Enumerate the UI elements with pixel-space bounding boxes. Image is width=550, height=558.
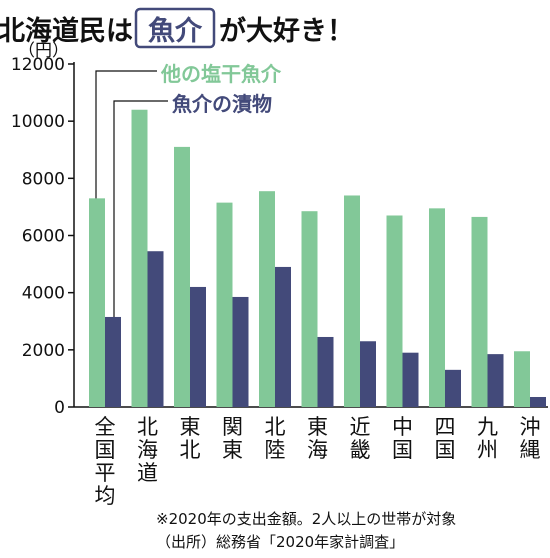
- bar-pickled-seafood: [360, 341, 376, 407]
- bar-other-dried-seafood: [89, 198, 105, 407]
- bar-other-dried-seafood: [174, 146, 190, 407]
- legend-other-dried-seafood: 他の塩干魚介: [160, 62, 282, 86]
- title-part-1: 北海道民は: [0, 15, 133, 47]
- bar-pickled-seafood: [445, 369, 461, 407]
- bar-other-dried-seafood: [131, 109, 148, 407]
- title-keyword: 魚介: [148, 15, 203, 47]
- legend-leader-line: [113, 100, 168, 317]
- category-label: 四国: [435, 415, 456, 462]
- bar-other-dried-seafood: [301, 211, 318, 407]
- category-label: 沖縄: [520, 415, 541, 462]
- category-label: 東北: [180, 415, 201, 462]
- bar-other-dried-seafood: [429, 208, 445, 407]
- y-tick-label: 4000: [22, 284, 65, 304]
- legend-leader-line: [95, 70, 157, 199]
- category-label: 全国平均: [95, 415, 116, 508]
- footnote-scope: ※2020年の支出金額。2人以上の世帯が対象: [156, 510, 456, 528]
- bar-pickled-seafood: [275, 266, 291, 407]
- category-label: 関東: [222, 415, 243, 462]
- y-tick-label: 12000: [11, 55, 65, 75]
- bar-pickled-seafood: [402, 352, 419, 407]
- bar-other-dried-seafood: [514, 351, 530, 407]
- title-keyword-box: [134, 7, 216, 49]
- legend-pickled-seafood: 魚介の漬物: [172, 92, 272, 116]
- bar-pickled-seafood: [487, 354, 504, 407]
- bar-pickled-seafood: [232, 296, 249, 407]
- bar-other-dried-seafood: [259, 191, 275, 407]
- bar-other-dried-seafood: [386, 215, 403, 407]
- bar-other-dried-seafood: [344, 195, 360, 407]
- bar-pickled-seafood: [190, 286, 206, 407]
- bar-pickled-seafood: [530, 396, 546, 407]
- category-label: 東海: [307, 415, 328, 462]
- title-part-2: が大好き！: [219, 15, 354, 47]
- category-label: 九州: [477, 415, 498, 462]
- footnote-source: （出所）総務省「2020年家計調査」: [156, 533, 404, 551]
- bar-pickled-seafood: [147, 251, 164, 407]
- chart-title: 北海道民は 魚介 が大好き！: [0, 7, 354, 49]
- category-label: 中国: [392, 415, 413, 462]
- category-label: 近畿: [350, 415, 371, 462]
- bar-other-dried-seafood: [216, 202, 233, 407]
- bar-pickled-seafood: [317, 336, 334, 407]
- bar-other-dried-seafood: [471, 216, 488, 407]
- category-label: 北陸: [265, 415, 286, 462]
- y-axis-unit: （円）: [18, 41, 69, 61]
- y-tick-label: 10000: [11, 112, 65, 132]
- y-tick-label: 8000: [22, 169, 65, 189]
- y-tick-label: 0: [54, 398, 65, 418]
- category-label: 北海道: [137, 415, 158, 485]
- y-tick-label: 6000: [22, 227, 65, 247]
- y-tick-label: 2000: [22, 341, 65, 361]
- bar-pickled-seafood: [105, 316, 121, 407]
